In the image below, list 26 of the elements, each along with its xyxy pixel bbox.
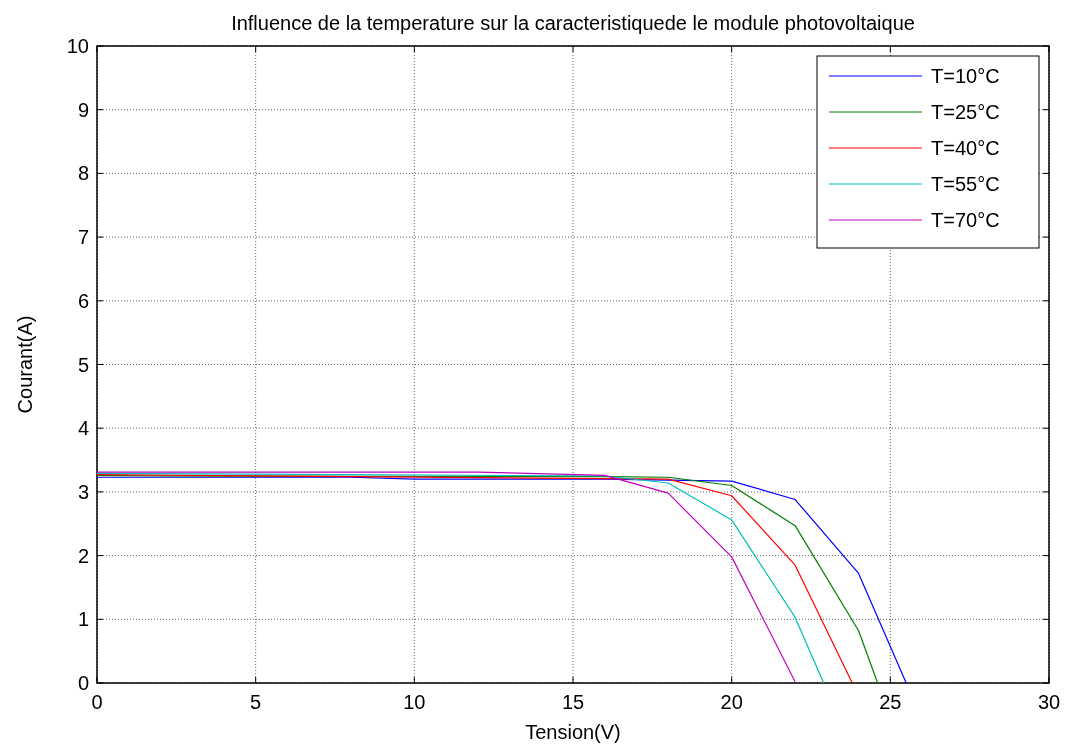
x-tick-label: 10: [403, 691, 426, 713]
x-tick-label: 25: [879, 691, 902, 713]
y-tick-label: 9: [77, 98, 89, 121]
y-tick-label: 10: [66, 35, 89, 57]
x-tick-label: 15: [561, 691, 585, 713]
x-tick-label: 0: [91, 691, 103, 713]
y-axis-title: Courant(A): [14, 315, 36, 414]
y-tick-label: 8: [77, 162, 89, 185]
x-tick-label: 30: [1037, 691, 1061, 713]
y-tick-label: 4: [77, 417, 89, 440]
y-tick-label: 0: [77, 672, 89, 694]
x-tick-label: 20: [720, 691, 743, 713]
y-tick-label: 5: [77, 353, 89, 376]
legend-label: T=25°C: [931, 101, 1000, 123]
legend-label: T=40°C: [931, 137, 1000, 159]
y-tick-label: 1: [77, 608, 89, 631]
y-tick-label: 6: [77, 289, 89, 312]
x-tick-label: 5: [250, 691, 262, 713]
legend-label: T=70°C: [931, 209, 1000, 231]
y-tick-label: 2: [77, 544, 89, 567]
legend-label: T=10°C: [931, 65, 1000, 87]
legend-label: T=55°C: [931, 173, 1000, 195]
x-axis-title: Tension(V): [525, 721, 621, 743]
chart-title: Influence de la temperature sur la caracteristiquede le module photovoltaique: [231, 12, 915, 34]
y-tick-label: 3: [77, 480, 89, 503]
y-tick-label: 7: [77, 226, 89, 249]
